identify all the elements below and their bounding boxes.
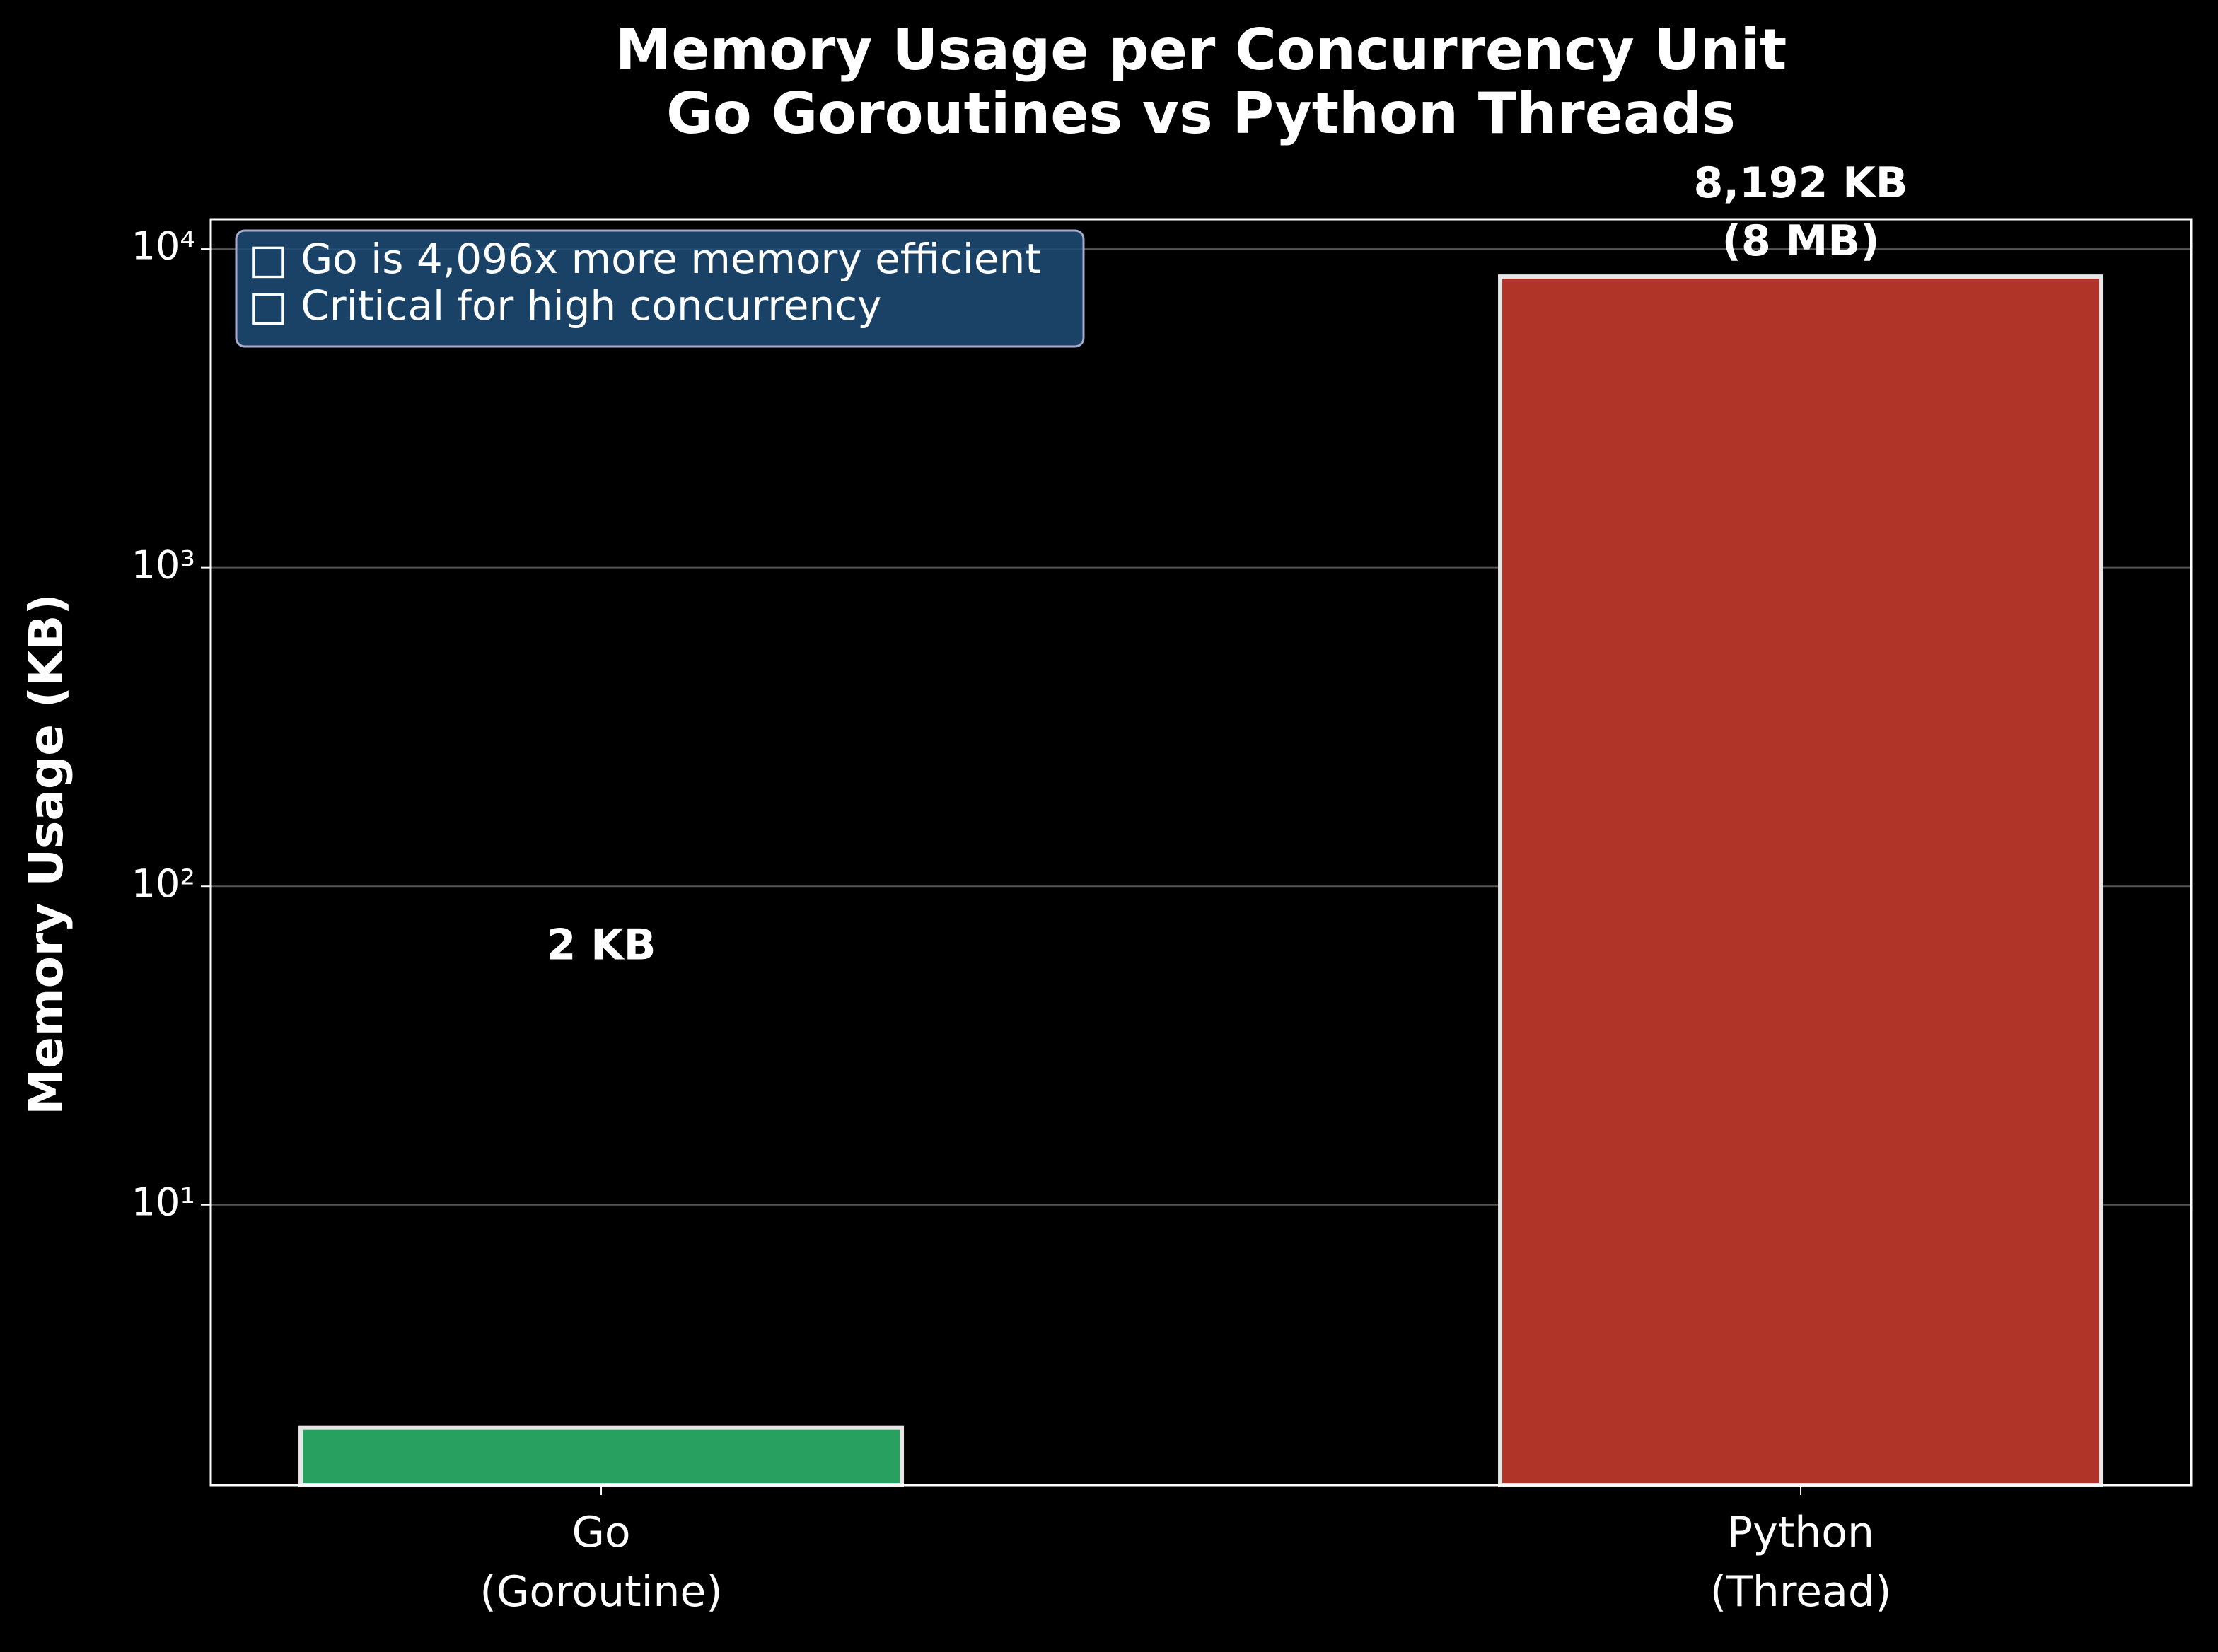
y-tick-label: 10¹ [132,1180,195,1224]
x-tick-label: Go (Goroutine) [480,1508,722,1617]
plot-frame [209,218,2193,1487]
text-line: (Thread) [1710,1567,1892,1617]
x-tick-label: Python (Thread) [1710,1508,1892,1617]
text-line: Memory Usage per Concurrency Unit [615,17,1787,83]
chart-title: Memory Usage per Concurrency Unit Go Goro… [615,17,1787,146]
text-line: 8,192 KB [1694,158,1908,208]
y-tick-label: 10⁴ [132,224,195,269]
text-line: □ Go is 4,096x more memory efficient [249,235,1041,283]
y-tick-label: 10³ [132,542,195,587]
value-label: 8,192 KB (8 MB) [1694,158,1908,266]
annotation-box [235,229,1085,348]
y-axis-label: Memory Usage (KB) [19,593,74,1115]
text-line: (Goroutine) [480,1567,722,1617]
bar [298,1425,905,1487]
text-line: Go Goroutines vs Python Threads [666,81,1736,146]
annotation: □ Go is 4,096x more memory efficient □ Cr… [249,235,1041,330]
text-line: □ Critical for high concurrency [249,281,881,330]
text-line: Go [571,1508,630,1557]
text-line: (8 MB) [1722,216,1880,266]
text-line: Python [1727,1508,1874,1557]
y-tick-label: 10² [132,861,195,906]
bar [1498,274,2104,1487]
value-label: 2 KB [547,921,656,970]
